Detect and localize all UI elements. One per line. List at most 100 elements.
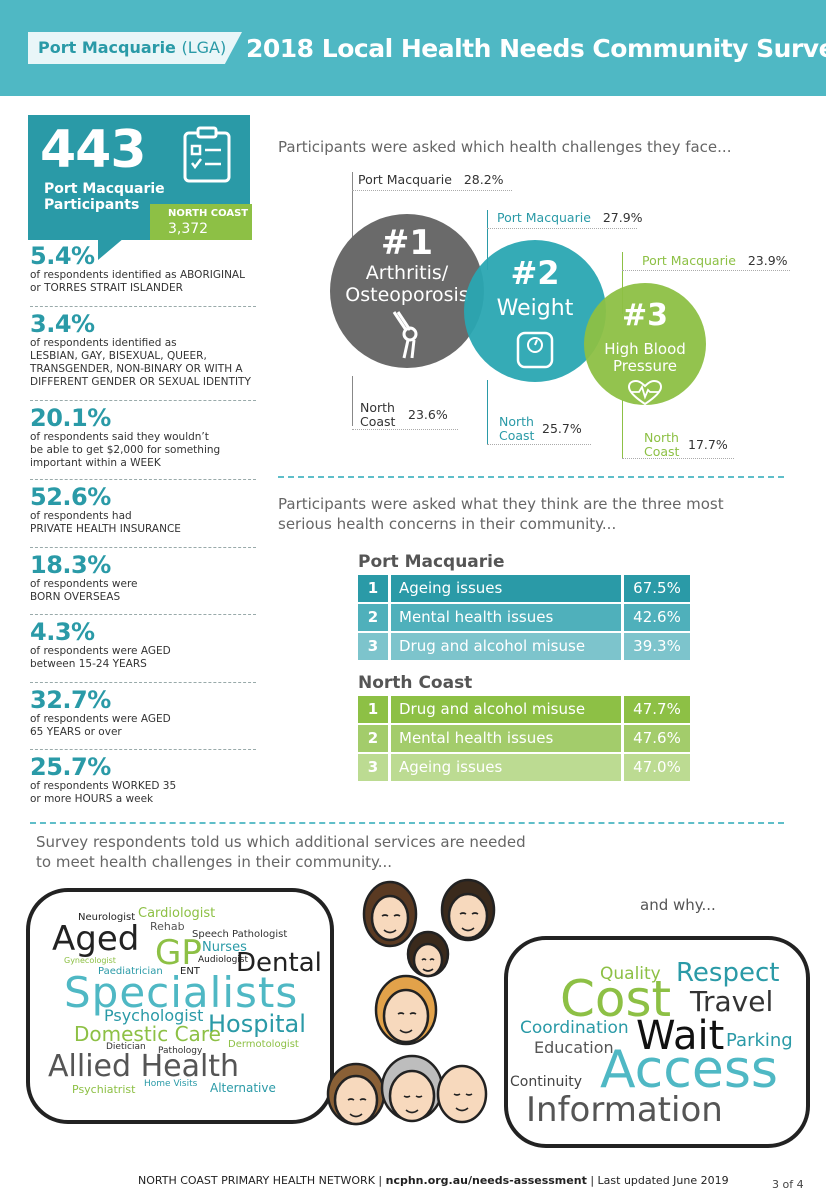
table-row: 1 Drug and alcohol misuse 47.7% (358, 696, 690, 723)
table-heading-local: Port Macquarie (358, 552, 505, 572)
word-allied-health: Allied Health (48, 1049, 240, 1084)
stat-description: of respondents said they wouldn’t be able… (30, 431, 221, 469)
challenge-1-rank: #1 (380, 223, 434, 263)
word-continuity: Continuity (510, 1074, 583, 1090)
word-wait: Wait (636, 1013, 725, 1059)
footer: NORTH COAST PRIMARY HEALTH NETWORK | ncp… (138, 1174, 729, 1187)
word-travel: Travel (690, 985, 774, 1018)
word-paediatrician: Paediatrician (98, 966, 163, 977)
connector-line (487, 228, 637, 229)
stat-aged-15-24: 4.3% of respondents were AGED between 15-… (30, 619, 256, 671)
north-coast-count: 3,372 (168, 221, 209, 237)
page-number: 3 of 4 (772, 1178, 804, 1191)
challenge-1-nc-label: North Coast (360, 400, 396, 429)
challenge-2-local-label: Port Macquarie 27.9% (497, 210, 643, 225)
connector-line (487, 210, 488, 270)
word-ent: ENT (180, 966, 200, 977)
and-why-label: and why... (640, 896, 716, 914)
connector-line (622, 270, 790, 271)
challenge-1-local-label: Port Macquarie 28.2% (358, 172, 504, 187)
divider (30, 749, 256, 750)
divider (30, 614, 256, 615)
challenge-3-name: High Blood Pressure (604, 340, 686, 375)
word-specialists: Specialists (64, 968, 299, 1017)
stat-description: of respondents identified as ABORIGINAL o… (30, 269, 245, 294)
row-percent: 67.5% (624, 575, 690, 602)
concerns-question: Participants were asked what they think … (278, 495, 724, 533)
connector-line (622, 400, 623, 458)
participants-pointer (98, 238, 124, 260)
challenges-question: Participants were asked which health cha… (278, 138, 732, 156)
stat-aboriginal: 5.4% of respondents identified as ABORIG… (30, 243, 256, 295)
connector-line (352, 376, 353, 426)
divider (30, 400, 256, 401)
word-audiologist: Audiologist (198, 955, 249, 965)
challenge-3-nc-label: North Coast (644, 430, 680, 459)
word-alternative: Alternative (210, 1081, 276, 1095)
table-row: 2 Mental health issues 42.6% (358, 604, 690, 631)
row-rank: 1 (358, 575, 388, 602)
stat-description: of respondents had PRIVATE HEALTH INSURAN… (30, 510, 181, 535)
section-divider (30, 822, 784, 824)
challenge-3-local-label: Port Macquarie 23.9% (642, 253, 788, 268)
word-parking: Parking (726, 1030, 793, 1051)
services-speech-bubble (26, 888, 334, 1124)
participant-label: Port Macquarie Participants (44, 181, 165, 213)
north-coast-badge (150, 204, 252, 240)
north-coast-label: NORTH COAST (168, 208, 249, 219)
row-percent: 42.6% (624, 604, 690, 631)
word-education: Education (534, 1038, 614, 1057)
stat-value: 3.4% (30, 310, 95, 338)
connector-line (352, 190, 512, 191)
challenge-3-nc-value: 17.7% (688, 437, 728, 452)
row-issue: Mental health issues (391, 604, 621, 631)
connector-line (352, 429, 458, 430)
row-percent: 47.6% (624, 725, 690, 752)
stat-value: 52.6% (30, 483, 111, 511)
stat-value: 5.4% (30, 242, 95, 270)
row-percent: 47.0% (624, 754, 690, 781)
clipboard-checklist-icon (183, 126, 231, 183)
connector-line (487, 444, 591, 445)
lga-label: Port Macquarie (LGA) (38, 38, 227, 57)
lga-tag (28, 32, 242, 64)
stat-born-overseas: 18.3% of respondents were BORN OVERSEAS (30, 552, 256, 604)
connector-line (487, 380, 488, 444)
stat-aged-65-plus: 32.7% of respondents were AGED 65 YEARS o… (30, 687, 256, 739)
footer-link[interactable]: ncphn.org.au/needs-assessment (385, 1174, 587, 1187)
stat-value: 4.3% (30, 618, 95, 646)
word-home-visits: Home Visits (144, 1079, 198, 1089)
table-row: 1 Ageing issues 67.5% (358, 575, 690, 602)
word-respect: Respect (676, 958, 780, 988)
table-row: 2 Mental health issues 47.6% (358, 725, 690, 752)
heart-pulse-icon (627, 380, 663, 406)
word-psychiatrist: Psychiatrist (72, 1083, 136, 1096)
word-domestic-care: Domestic Care (74, 1022, 221, 1046)
challenge-2-nc-label: North Coast (499, 414, 535, 443)
table-row: 3 Ageing issues 47.0% (358, 754, 690, 781)
row-issue: Ageing issues (391, 754, 621, 781)
challenge-3-rank: #3 (621, 298, 668, 333)
stat-lgbtq: 3.4% of respondents identified as LESBIAN… (30, 311, 256, 389)
challenge-2-name: Weight (496, 296, 574, 321)
connector-line (622, 458, 734, 459)
word-aged: Aged (52, 919, 140, 959)
stat-value: 20.1% (30, 404, 111, 432)
table-row: 3 Drug and alcohol misuse 39.3% (358, 633, 690, 660)
connector-line (622, 252, 623, 314)
row-rank: 1 (358, 696, 388, 723)
scale-icon (516, 331, 554, 369)
word-cost: Cost (560, 970, 672, 1028)
row-issue: Mental health issues (391, 725, 621, 752)
word-psychologist: Psychologist (104, 1006, 204, 1025)
divider (30, 547, 256, 548)
row-rank: 3 (358, 754, 388, 781)
reasons-speech-bubble (504, 936, 810, 1148)
word-access: Access (600, 1040, 779, 1100)
challenge-2-nc-value: 25.7% (542, 421, 582, 436)
divider (30, 479, 256, 480)
word-speech-pathologist: Speech Pathologist (192, 929, 288, 940)
word-quality: Quality (600, 964, 661, 984)
row-percent: 47.7% (624, 696, 690, 723)
challenge-1-nc-value: 23.6% (408, 407, 448, 422)
